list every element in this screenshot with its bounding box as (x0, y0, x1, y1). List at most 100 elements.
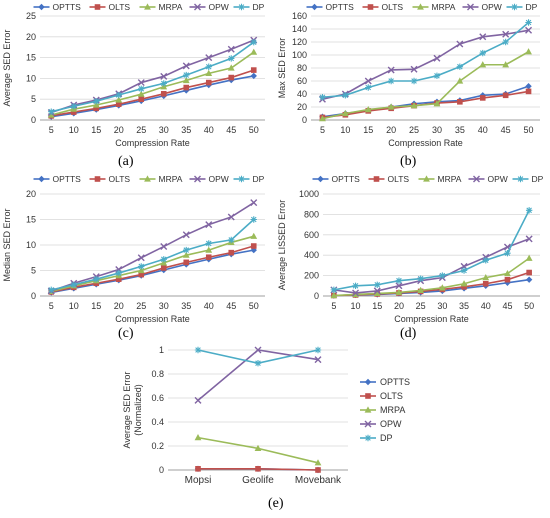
legend-item: OPTTS (312, 174, 360, 184)
legend: OPTTS OLTS MRPA OPW DP (33, 2, 265, 12)
x-axis-title: Compression Rate (115, 138, 190, 148)
y-tick-label: 0 (302, 115, 307, 125)
legend-marker (373, 176, 380, 182)
series-mrpa (47, 48, 258, 118)
x-tick-label: 45 (226, 301, 236, 311)
legend-item: OPW (189, 2, 229, 12)
caption-a: (a) (118, 154, 134, 169)
series-line-opw (197, 349, 319, 402)
data-point (160, 90, 167, 97)
legend-label: MRPA (380, 405, 405, 415)
data-point (205, 240, 212, 247)
data-point (395, 288, 403, 296)
y-tick-label: 1000 (299, 189, 319, 199)
legend-item: OPW (462, 2, 502, 12)
legend-item: OPTTS (306, 2, 354, 12)
data-point (138, 96, 145, 102)
legend: OPTTS OLTS MRPA OPW DP (312, 174, 544, 184)
series-line-opw (50, 201, 255, 292)
legend-marker (238, 175, 245, 183)
series-olts (48, 67, 257, 119)
x-axis-title: Compression Rate (394, 314, 469, 324)
legend-label: DP (253, 174, 265, 184)
y-tick-label: 25 (26, 11, 36, 21)
x-tick-label: 45 (502, 301, 512, 311)
data-point (373, 289, 381, 297)
legend-marker (144, 3, 151, 10)
x-axis-title: Compression Rate (388, 138, 463, 148)
data-point (183, 259, 190, 266)
legend: OPTTS OLTS MRPA OPW DP (33, 174, 265, 184)
data-point (183, 84, 190, 91)
data-point (387, 77, 395, 85)
data-point (525, 83, 532, 90)
data-point (137, 90, 145, 97)
data-point (460, 280, 468, 287)
y-tick-label: 0 (159, 465, 164, 475)
legend-item: OPW (360, 419, 402, 429)
x-tick-label: 25 (136, 301, 146, 311)
data-point (374, 281, 381, 288)
x-tick-label: 25 (416, 301, 426, 311)
legend-item: MRPA (412, 2, 456, 12)
data-point (460, 267, 468, 274)
data-point (227, 213, 235, 221)
x-tick-label: 20 (114, 125, 124, 135)
y-tick-label: 400 (304, 250, 319, 260)
chart-e: 0 0.2 0.4 0.6 0.8 1 Mopsi Geolife Movebank Averag… (120, 338, 440, 513)
x-tick-label: 35 (181, 125, 191, 135)
data-point (364, 77, 372, 85)
chart-e-svg: 0 0.2 0.4 0.6 0.8 1 Mopsi Geolife Movebank Averag… (122, 345, 410, 486)
data-point (457, 99, 463, 105)
data-point (70, 281, 77, 288)
data-point (319, 115, 326, 122)
data-point (417, 286, 425, 293)
data-point (250, 232, 258, 239)
x-tick-label: 50 (524, 301, 534, 311)
data-point (479, 61, 487, 68)
data-point (479, 33, 487, 41)
legend-label: DP (532, 174, 544, 184)
series-line-mrpa (51, 51, 255, 116)
data-point (48, 286, 55, 294)
data-point (182, 76, 190, 84)
x-tick-label: 45 (501, 125, 511, 135)
data-point (138, 263, 145, 270)
series-dp (48, 39, 257, 115)
legend-label: OLTS (109, 2, 131, 12)
data-point (115, 96, 123, 103)
data-point (227, 45, 235, 53)
y-tick-label: 600 (304, 230, 319, 240)
series-line-dp (333, 209, 530, 291)
data-point (115, 269, 122, 277)
data-point (160, 80, 167, 87)
x-tick-label: 5 (320, 125, 325, 135)
x-tick-label: 10 (69, 125, 79, 135)
caption-b: (b) (400, 154, 417, 169)
legend-marker (367, 4, 374, 10)
data-point (205, 246, 213, 253)
x-tick-label: 5 (49, 301, 54, 311)
data-point (138, 85, 145, 92)
y-tick-label: 120 (292, 37, 307, 47)
data-point (410, 102, 418, 109)
legend-item: OLTS (360, 391, 403, 401)
legend-item: OPTTS (33, 174, 81, 184)
legend-marker (311, 3, 318, 11)
y-tick-label: 40 (297, 89, 307, 99)
x-tick-label: 30 (437, 301, 447, 311)
data-point (525, 276, 533, 283)
legend-item: DP (506, 2, 538, 12)
legend-marker (365, 393, 371, 399)
y-tick-label: 15 (26, 215, 36, 225)
legend: OPTTS OLTS MRPA OPW DP (306, 2, 538, 12)
data-point (482, 257, 489, 264)
x-tick-label: 25 (136, 125, 146, 135)
x-tick-label: 15 (363, 125, 373, 135)
data-point (525, 26, 533, 34)
y-tick-label: 15 (26, 53, 36, 63)
data-point (479, 95, 486, 101)
legend-label: OPW (488, 174, 508, 184)
data-point (525, 48, 532, 55)
series-opw (47, 199, 258, 295)
